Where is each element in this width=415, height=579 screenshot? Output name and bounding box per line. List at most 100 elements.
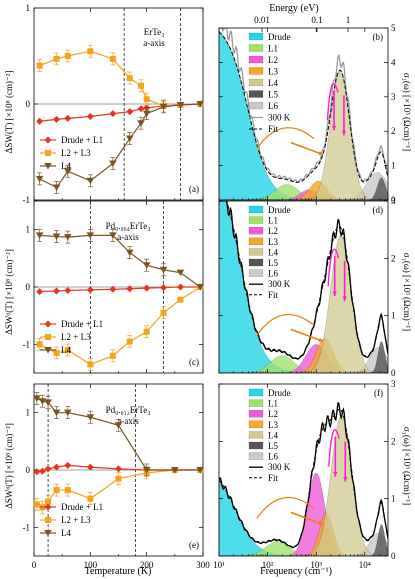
top-tick-label-2: 1: [346, 15, 351, 25]
legend-label: L2: [268, 409, 278, 419]
y-tick-label: 3: [391, 92, 396, 102]
data-point-2-1: [52, 233, 61, 241]
y-tick-label: 1: [26, 225, 31, 235]
data-point-1-3: [87, 48, 94, 55]
legend-label: Fit: [268, 473, 279, 483]
legend-label: L2 + L3: [61, 515, 91, 525]
fit-curve: [219, 31, 388, 183]
arc-peak: [326, 82, 339, 121]
data-point-0-3: [86, 286, 94, 294]
legend-label: L5: [268, 90, 278, 100]
data-point-0-6: [143, 284, 151, 292]
data-point-1-2: [64, 347, 71, 354]
series-line-2: [36, 397, 201, 471]
component-l2: [219, 344, 388, 373]
y-tick-label: 1: [391, 311, 396, 321]
fit-curve: [219, 201, 388, 360]
sample-title: Pd₀.₀₀₄ErTe₃: [106, 221, 151, 231]
data-point-0-5: [126, 108, 134, 116]
panel-label: (f): [374, 388, 383, 398]
y-tick-label: 1: [26, 408, 31, 418]
arrow-peak-a-head: [333, 472, 338, 477]
data-point-1-3: [53, 487, 60, 494]
y-tick-label: -1: [23, 195, 31, 205]
series-line-2: [39, 103, 201, 189]
legend-swatch-l5: [248, 258, 264, 267]
legend-label: 300 K: [268, 113, 291, 123]
legend-label: L1: [268, 399, 278, 409]
panel-f: 10¹ 10² 10³ 10⁴ 0 1 2 3 (f) DrudeL1L2L3L4L5L6300 …: [213, 379, 396, 570]
frequency-axis-label: Frequency (cm⁻¹): [260, 566, 332, 577]
legend-swatch-l2: [248, 226, 264, 235]
data-point-1-0: [33, 501, 40, 508]
data-point-2-5: [86, 414, 95, 421]
left-ylabel-a: ΔSW(T) [×10⁸ (cm)⁻²]: [4, 71, 14, 154]
legend-label: L2: [268, 55, 278, 65]
data-point-0-7: [160, 284, 168, 292]
legend-label: L2: [268, 226, 278, 236]
y-tick-label: 0: [391, 368, 396, 378]
data-point-1-7: [160, 309, 167, 316]
y-tick-label: 0: [391, 195, 396, 205]
data-point-1-7: [143, 96, 150, 103]
data-point-2-3: [86, 177, 95, 185]
right-ylabel-b: σ₁(ω) [×10³ (Ωcm)⁻¹]: [402, 73, 412, 151]
data-point-2-7: [142, 467, 151, 474]
data-point-0-6: [137, 105, 145, 113]
data-point-1-6: [115, 475, 122, 482]
legend-label: L4: [268, 78, 278, 88]
data-point-1-5: [126, 338, 133, 345]
y-tick-label: 5: [391, 23, 396, 33]
x-tick-label: 300: [196, 560, 210, 570]
data-point-0-0: [36, 288, 44, 296]
right-ylabel-f: σ₁(ω) [×10³ (Ωcm)⁻¹]: [402, 427, 412, 505]
data-point-0-1: [53, 287, 61, 295]
data-point-2-0: [35, 175, 44, 183]
energy-axis-label: Energy (eV): [269, 3, 319, 14]
measured-spectrum: [219, 401, 388, 549]
data-point-1-0: [36, 341, 43, 348]
data-point-0-2: [64, 286, 72, 294]
data-point-2-8: [159, 103, 168, 111]
legend-label: L1: [268, 44, 278, 54]
legend-marker: [44, 503, 52, 511]
legend-label: L4: [61, 528, 71, 538]
legend-marker: [45, 334, 51, 340]
legend-label: L4: [268, 430, 278, 440]
y-tick-label: 4: [391, 57, 396, 67]
data-point-0-2: [44, 465, 52, 473]
data-point-2-9: [176, 101, 185, 109]
arrow-orange: [290, 141, 324, 156]
panel-label: (e): [189, 540, 199, 550]
y-tick-label: 1: [26, 3, 31, 13]
y-tick-label: 1: [391, 161, 396, 171]
legend-marker: [44, 347, 52, 354]
legend-swatch-l3: [248, 420, 264, 428]
legend-label: Fit: [268, 124, 279, 134]
y-tick-label: -1: [23, 339, 31, 349]
legend-label: Drude: [268, 205, 291, 215]
legend-marker: [45, 517, 51, 523]
data-point-2-0: [33, 395, 41, 402]
top-tick-label-1: 0.1: [311, 15, 322, 25]
data-point-0-4: [109, 285, 117, 293]
data-point-1-5: [126, 75, 133, 82]
arrow-peak-a-head: [331, 125, 337, 131]
arc-orange: [256, 313, 315, 336]
plot-frame: [218, 27, 389, 201]
legend-label: L3: [268, 67, 278, 77]
data-point-1-0: [36, 62, 43, 69]
right-ylabel-d: σ₁(ω) [×10³ (Ωcm)⁻¹]: [402, 253, 412, 331]
y-tick-label: 0: [391, 551, 396, 561]
fit-curve: [219, 408, 388, 548]
sample-orientation: a-axis: [117, 232, 139, 242]
series-line-0: [39, 286, 201, 293]
plot-area: [219, 201, 388, 373]
series-line-1: [39, 286, 201, 366]
